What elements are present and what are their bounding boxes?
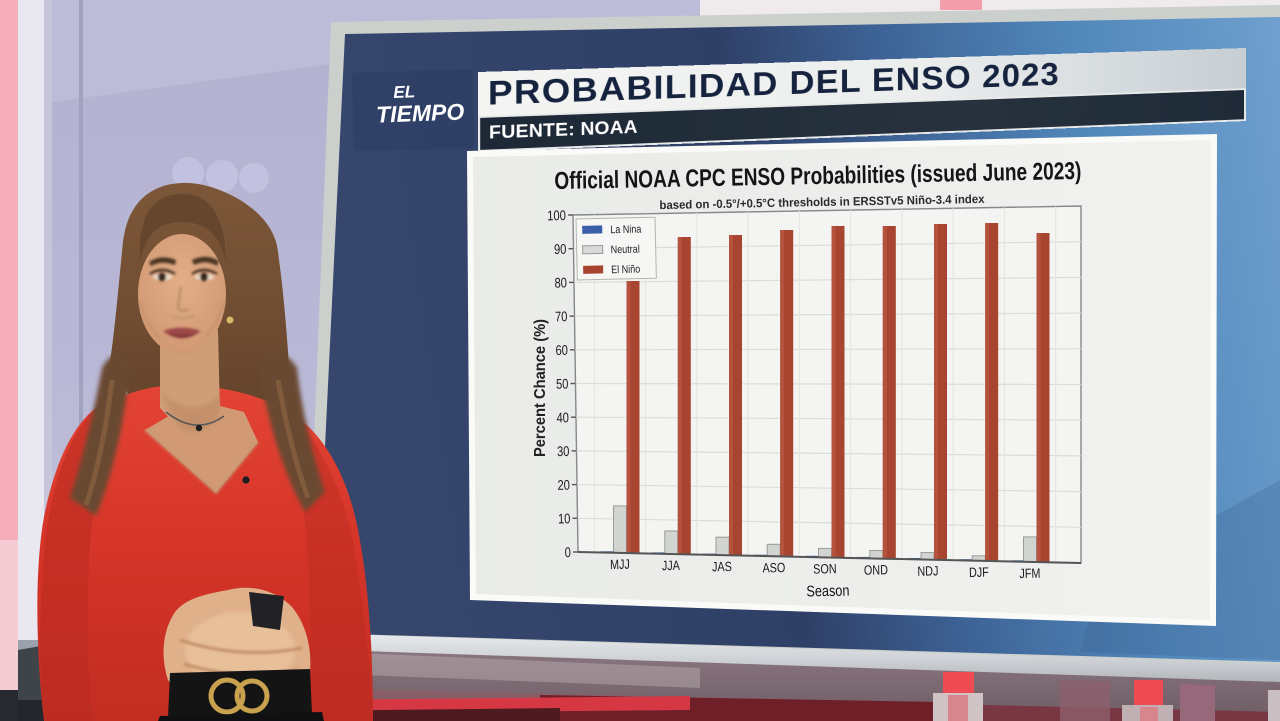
svg-text:70: 70 [555,309,568,325]
svg-text:Neutral: Neutral [611,244,640,257]
svg-text:Season: Season [806,582,849,600]
svg-text:0: 0 [565,545,572,561]
svg-text:10: 10 [558,511,571,527]
svg-text:based on -0.5°/+0.5°C threshol: based on -0.5°/+0.5°C thresholds in ERSS… [659,193,985,213]
svg-text:SON: SON [813,561,837,577]
svg-text:MJJ: MJJ [610,557,630,573]
svg-text:OND: OND [864,562,888,578]
svg-text:60: 60 [555,343,568,359]
svg-text:JJA: JJA [662,558,681,574]
svg-text:80: 80 [554,275,567,291]
svg-text:40: 40 [556,410,569,426]
svg-text:La Nina: La Nina [610,224,642,237]
svg-text:100: 100 [547,208,566,224]
svg-text:JAS: JAS [712,559,732,575]
svg-text:NDJ: NDJ [917,563,938,579]
svg-text:20: 20 [557,477,570,493]
svg-text:El Niño: El Niño [611,264,641,277]
svg-text:30: 30 [557,444,570,460]
svg-text:50: 50 [556,376,569,392]
svg-text:JFM: JFM [1019,566,1040,582]
svg-text:ASO: ASO [762,560,785,576]
svg-text:90: 90 [554,242,567,258]
svg-text:Percent Chance (%): Percent Chance (%) [531,319,549,457]
svg-text:DJF: DJF [969,564,989,580]
